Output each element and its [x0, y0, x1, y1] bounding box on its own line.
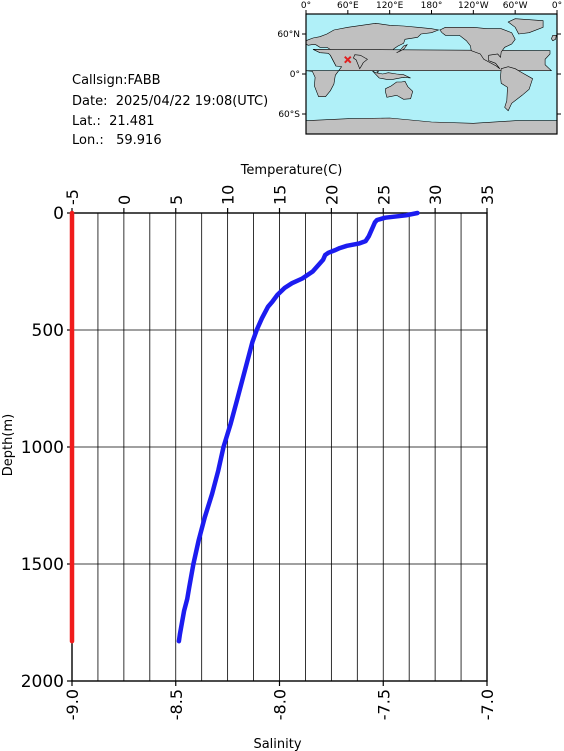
callsign-label: Callsign:FABB	[72, 73, 161, 88]
depth-axis-label: Depth(m)	[1, 414, 16, 476]
date-label: Date: 2025/04/22 19:08(UTC)	[72, 94, 269, 109]
temperature-tick-label: 25	[374, 185, 393, 205]
temperature-tick-label: -5	[63, 189, 82, 205]
depth-tick-label: 1000	[21, 438, 64, 458]
temperature-tick-label: 10	[219, 185, 238, 205]
latitude-label: Lat.: 21.481	[72, 114, 155, 129]
longitude-label: Lon.: 59.916	[72, 133, 162, 148]
temperature-tick-label: 35	[478, 185, 497, 205]
temperature-tick-label: 15	[271, 185, 290, 205]
salinity-tick-label: -8.0	[271, 689, 290, 720]
salinity-axis-label: Salinity	[253, 737, 301, 751]
depth-tick-label: 2000	[21, 672, 64, 692]
temperature-axis-label: Temperature(C)	[240, 163, 343, 178]
depth-tick-label: 1500	[21, 555, 64, 575]
salinity-tick-label: -8.5	[167, 689, 186, 720]
temperature-tick-label: 0	[115, 195, 134, 205]
salinity-tick-label: -9.0	[63, 689, 82, 720]
temperature-tick-label: 30	[426, 185, 445, 205]
temperature-profile-line	[176, 210, 420, 644]
salinity-tick-label: -7.0	[478, 689, 497, 720]
depth-tick-label: 500	[32, 321, 64, 341]
salinity-tick-label: -7.5	[374, 689, 393, 720]
temperature-tick-label: 20	[322, 185, 341, 205]
temperature-tick-label: 5	[167, 195, 186, 205]
depth-tick-label: 0	[53, 204, 64, 224]
